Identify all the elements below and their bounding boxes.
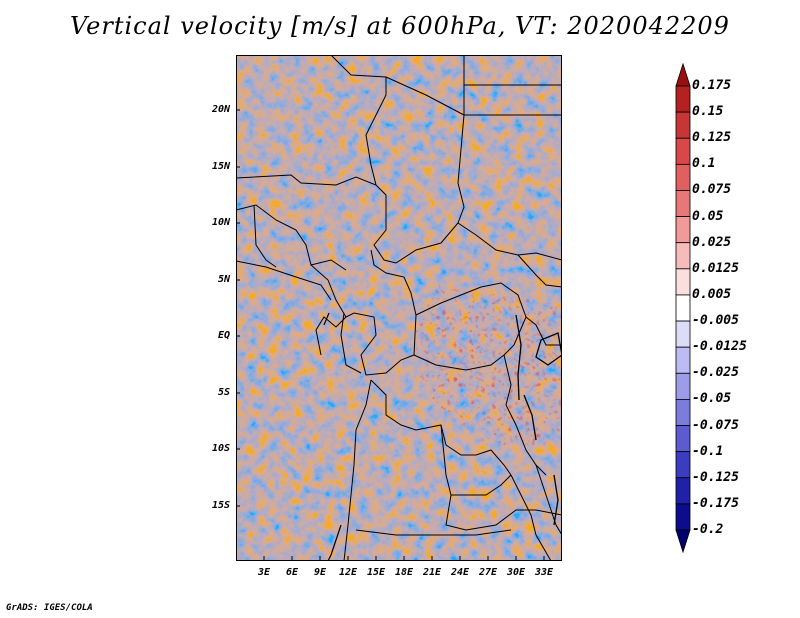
x-label-21e: 21E: [422, 567, 442, 578]
colorbar-label: -0.0125: [692, 339, 747, 355]
colorbar-swatch: [675, 294, 691, 322]
colorbar-swatch: [675, 242, 691, 270]
country-borders: [236, 55, 562, 561]
colorbar-label: 0.075: [692, 182, 732, 198]
x-label-33e: 33E: [534, 567, 554, 578]
y-label-5s: 5S: [217, 387, 230, 398]
colorbar-label: -0.025: [692, 365, 739, 381]
y-label-10n: 10N: [211, 217, 230, 228]
credit-text: GrADS: IGES/COLA: [6, 603, 93, 613]
colorbar: [675, 62, 691, 554]
colorbar-label: -0.2: [692, 522, 724, 537]
colorbar-swatch: [675, 425, 691, 453]
colorbar-swatch: [675, 111, 691, 139]
colorbar-swatch: [675, 320, 691, 348]
colorbar-swatch: [675, 216, 691, 244]
colorbar-label: -0.125: [692, 469, 739, 485]
colorbar-swatch: [675, 477, 691, 505]
colorbar-label: -0.05: [692, 391, 732, 407]
y-label-eq: EQ: [217, 330, 230, 341]
x-ticks: [263, 556, 545, 561]
x-label-3e: 3E: [257, 567, 271, 578]
colorbar-label: -0.1: [692, 443, 724, 459]
colorbar-swatch: [675, 62, 691, 87]
colorbar-swatches: [675, 62, 691, 554]
colorbar-label: 0.125: [692, 130, 732, 146]
colorbar-label: 0.175: [692, 78, 732, 93]
y-label-5n: 5N: [217, 274, 230, 285]
colorbar-label: 0.05: [692, 208, 724, 224]
colorbar-label: 0.025: [692, 234, 732, 250]
x-label-24e: 24E: [450, 567, 470, 578]
y-label-10s: 10S: [211, 443, 230, 454]
x-label-9e: 9E: [313, 567, 327, 578]
colorbar-swatch: [675, 268, 691, 296]
colorbar-label: 0.0125: [692, 260, 739, 276]
y-label-15n: 15N: [211, 161, 230, 172]
colorbar-swatch: [675, 163, 691, 191]
y-label-20n: 20N: [211, 104, 230, 115]
x-label-30e: 30E: [506, 567, 526, 578]
colorbar-swatch: [675, 372, 691, 400]
x-label-27e: 27E: [478, 567, 498, 578]
chart-title: Vertical velocity [m/s] at 600hPa, VT: 2…: [70, 12, 730, 40]
colorbar-swatch: [675, 346, 691, 374]
colorbar-label: -0.075: [692, 417, 739, 433]
colorbar-label: 0.15: [692, 104, 724, 120]
colorbar-swatch: [675, 399, 691, 426]
x-label-12e: 12E: [338, 567, 358, 578]
y-ticks: [236, 109, 240, 507]
colorbar-swatch: [675, 190, 691, 217]
colorbar-label: 0.1: [692, 156, 716, 172]
map-panel: [236, 55, 562, 561]
colorbar-swatch: [675, 529, 691, 554]
colorbar-swatch: [675, 451, 691, 479]
x-label-18e: 18E: [394, 567, 414, 578]
colorbar-label: -0.175: [692, 495, 739, 511]
x-label-15e: 15E: [366, 567, 386, 578]
colorbar-label: -0.005: [692, 313, 739, 329]
colorbar-swatch: [675, 503, 691, 531]
x-label-6e: 6E: [285, 567, 299, 578]
colorbar-swatch: [675, 85, 691, 113]
colorbar-label: 0.005: [692, 286, 732, 302]
colorbar-swatch: [675, 137, 691, 165]
y-label-15s: 15S: [211, 500, 230, 511]
